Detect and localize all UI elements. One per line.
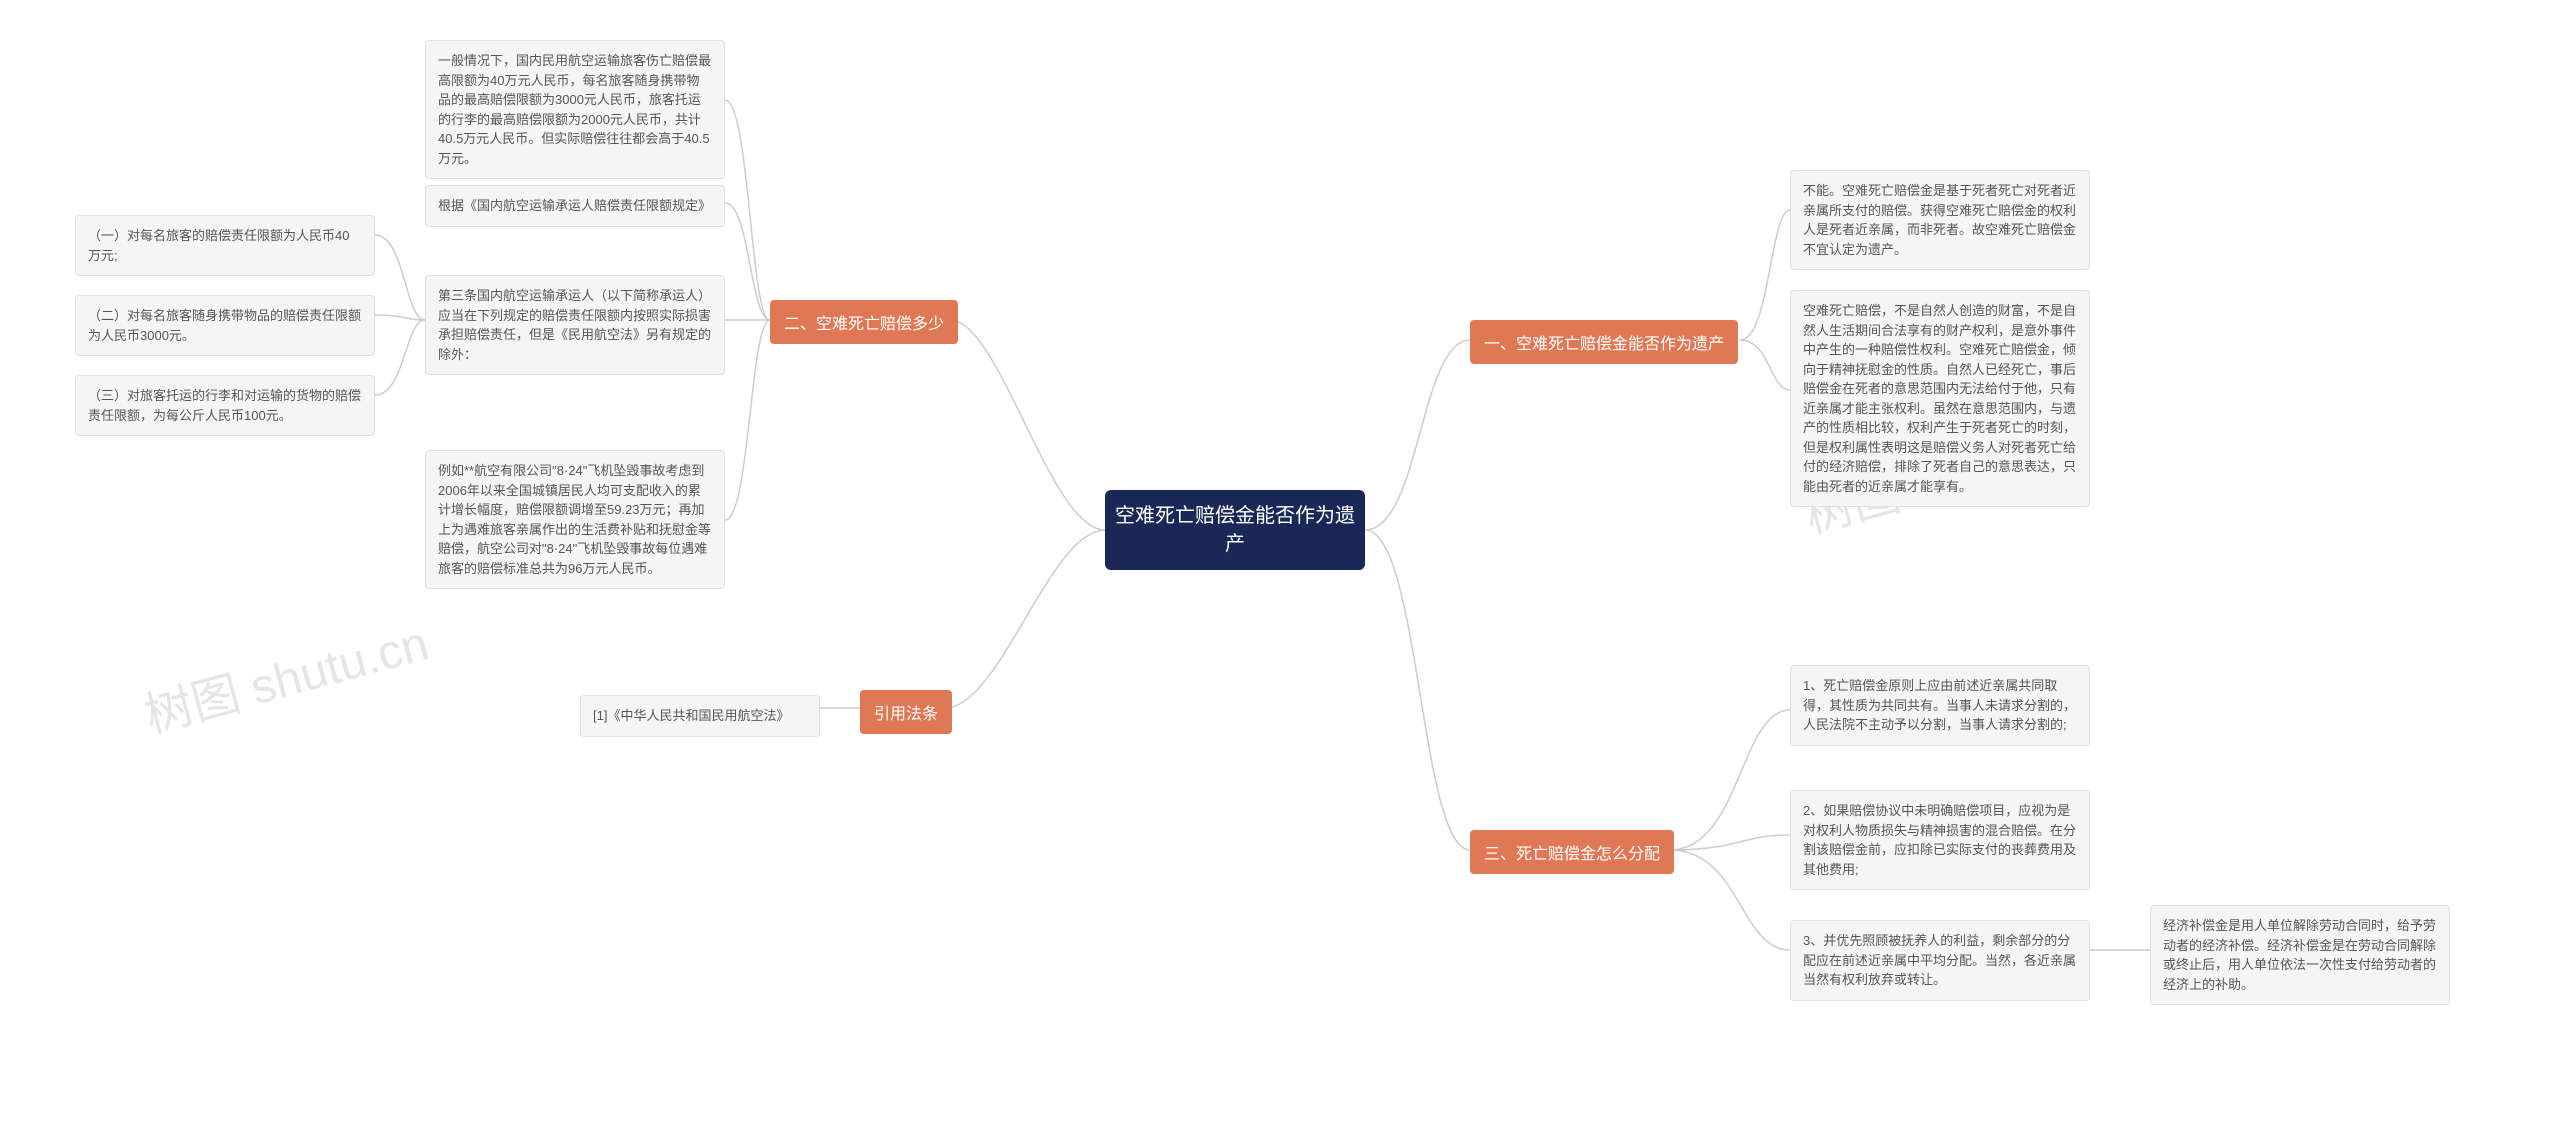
leaf-2-3[interactable]: 第三条国内航空运输承运人（以下简称承运人）应当在下列规定的赔偿责任限额内按照实际…: [425, 275, 725, 375]
branch-4[interactable]: 引用法条: [860, 690, 952, 734]
leaf-2-3-3[interactable]: （三）对旅客托运的行李和对运输的货物的赔偿责任限额，为每公斤人民币100元。: [75, 375, 375, 436]
leaf-2-1[interactable]: 一般情况下，国内民用航空运输旅客伤亡赔偿最高限额为40万元人民币，每名旅客随身携…: [425, 40, 725, 179]
leaf-3-2[interactable]: 2、如果赔偿协议中未明确赔偿项目，应视为是对权利人物质损失与精神损害的混合赔偿。…: [1790, 790, 2090, 890]
leaf-4-1[interactable]: [1]《中华人民共和国民用航空法》: [580, 695, 820, 737]
leaf-2-2[interactable]: 根据《国内航空运输承运人赔偿责任限额规定》: [425, 185, 725, 227]
branch-3[interactable]: 三、死亡赔偿金怎么分配: [1470, 830, 1674, 874]
leaf-1-2[interactable]: 空难死亡赔偿，不是自然人创造的财富，不是自然人生活期间合法享有的财产权利，是意外…: [1790, 290, 2090, 507]
branch-2[interactable]: 二、空难死亡赔偿多少: [770, 300, 958, 344]
watermark-left: 树图 shutu.cn: [136, 604, 435, 747]
leaf-3-1[interactable]: 1、死亡赔偿金原则上应由前述近亲属共同取得，其性质为共同共有。当事人未请求分割的…: [1790, 665, 2090, 746]
leaf-2-3-1[interactable]: （一）对每名旅客的赔偿责任限额为人民币40万元;: [75, 215, 375, 276]
root-node[interactable]: 空难死亡赔偿金能否作为遗产: [1105, 490, 1365, 570]
branch-1[interactable]: 一、空难死亡赔偿金能否作为遗产: [1470, 320, 1738, 364]
leaf-2-4[interactable]: 例如**航空有限公司"8·24"飞机坠毁事故考虑到2006年以来全国城镇居民人均…: [425, 450, 725, 589]
leaf-1-1[interactable]: 不能。空难死亡赔偿金是基于死者死亡对死者近亲属所支付的赔偿。获得空难死亡赔偿金的…: [1790, 170, 2090, 270]
leaf-3-3-1[interactable]: 经济补偿金是用人单位解除劳动合同时，给予劳动者的经济补偿。经济补偿金是在劳动合同…: [2150, 905, 2450, 1005]
leaf-2-3-2[interactable]: （二）对每名旅客随身携带物品的赔偿责任限额为人民币3000元。: [75, 295, 375, 356]
leaf-3-3[interactable]: 3、并优先照顾被抚养人的利益，剩余部分的分配应在前述近亲属中平均分配。当然，各近…: [1790, 920, 2090, 1001]
